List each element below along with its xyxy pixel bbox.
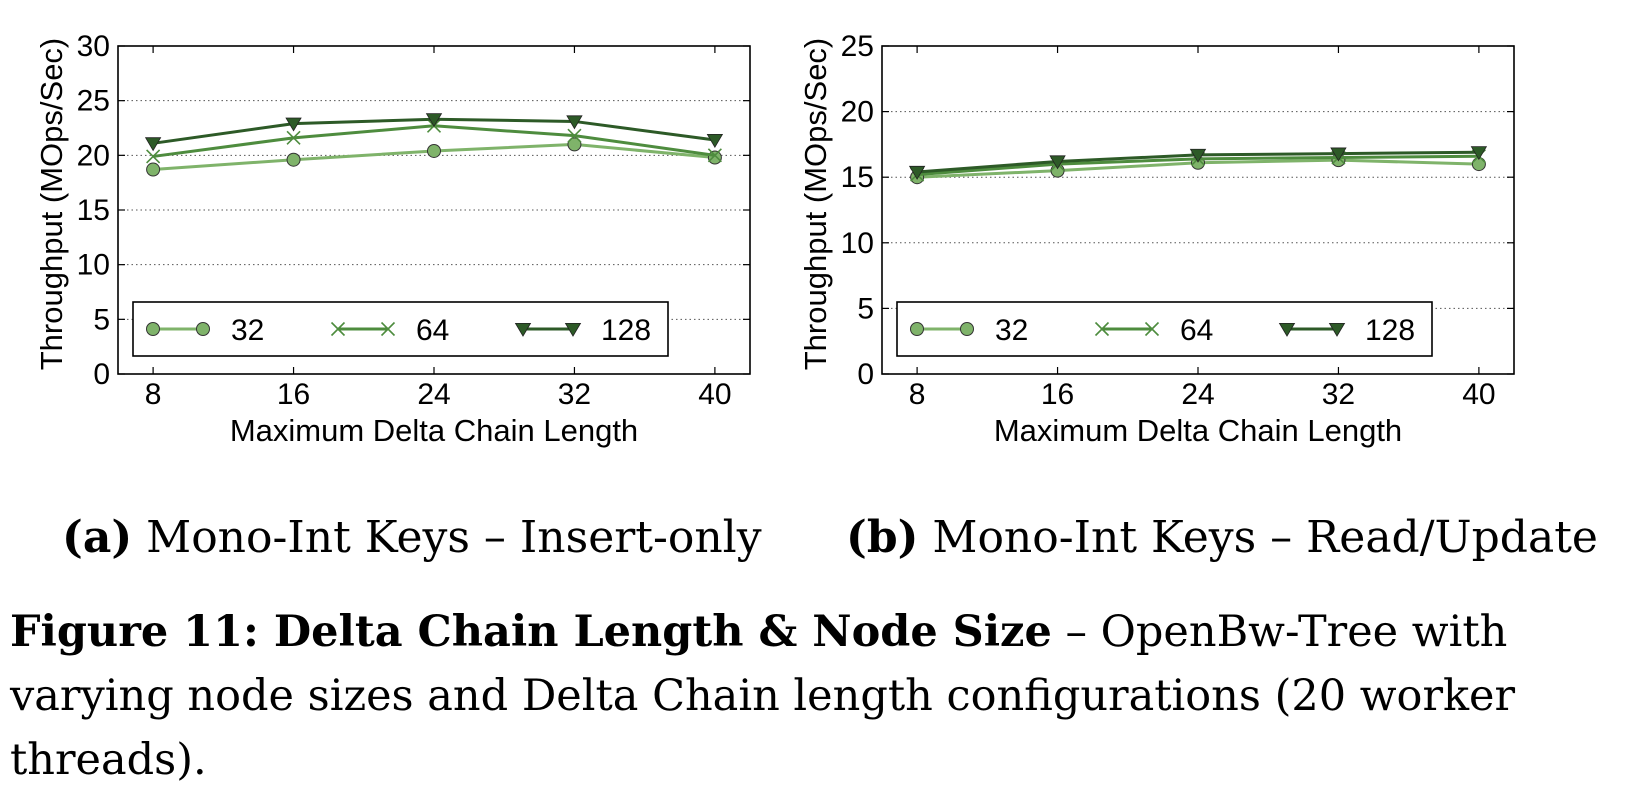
data-point-128 <box>1470 146 1488 161</box>
subcaption-b: (b) Mono-Int Keys – Read/Update <box>846 512 1598 563</box>
x-tick-label: 40 <box>1462 378 1495 411</box>
x-tick-label: 16 <box>1041 378 1074 411</box>
x-tick-label: 40 <box>698 378 731 411</box>
data-point-32 <box>707 150 722 165</box>
chart-panel-a: 0 5 10 15 20 25 30 8 16 24 32 40 Maximum Delta Chain… <box>34 30 751 448</box>
data-point-64 <box>707 148 722 163</box>
legend-label-128: 128 <box>1365 314 1415 347</box>
legend-label-32: 32 <box>995 314 1028 347</box>
y-tick-label: 20 <box>77 139 110 172</box>
x-tick-label: 32 <box>558 378 591 411</box>
data-point-128 <box>1049 155 1066 170</box>
subcaption-b-label: (b) <box>846 512 919 563</box>
y-tick-label: 10 <box>841 227 874 260</box>
y-tick-label: 20 <box>841 96 874 129</box>
data-point-128 <box>285 117 302 132</box>
legend-marker-64 <box>380 321 396 337</box>
data-point-64 <box>286 130 301 145</box>
x-tick-label: 32 <box>1322 378 1355 411</box>
charts-area: 0 5 10 15 20 25 30 8 16 24 32 40 Maximum Delta Chain… <box>34 30 1515 448</box>
legend-marker-32 <box>960 322 974 336</box>
legend-marker-64 <box>1094 321 1110 337</box>
legend-label-64: 64 <box>416 314 449 347</box>
legend-marker-128 <box>514 322 532 337</box>
plot-frame <box>881 45 1515 375</box>
legend: 32 64 128 <box>132 301 669 357</box>
data-point-64 <box>567 128 582 143</box>
data-point-128 <box>144 137 162 152</box>
y-tick-label: 0 <box>857 358 874 391</box>
legend-marker-64 <box>330 321 346 337</box>
y-tick-label: 5 <box>93 303 110 336</box>
data-point-128 <box>1189 148 1207 163</box>
legend-marker-32 <box>910 322 924 336</box>
figure-caption: Figure 11: Delta Chain Length & Node Siz… <box>10 600 1640 792</box>
chart-panel-b: 0 5 10 15 20 25 8 16 24 32 40 Maximum Delta Chain L… <box>798 30 1515 448</box>
y-axis-label: Throughput (MOps/Sec) <box>34 38 69 371</box>
data-point-32 <box>146 162 161 177</box>
data-point-32 <box>567 137 582 152</box>
legend-marker-32 <box>146 322 160 336</box>
subcaption-a: (a) Mono-Int Keys – Insert-only <box>62 512 762 563</box>
x-tick-label: 8 <box>145 378 162 411</box>
data-point-32 <box>427 143 441 158</box>
subcaption-b-text: Mono-Int Keys – Read/Update <box>918 512 1598 563</box>
plot-frame <box>117 45 751 375</box>
y-tick-label: 25 <box>841 30 874 63</box>
y-axis-label: Throughput (MOps/Sec) <box>798 38 833 371</box>
y-tick-label: 10 <box>77 249 110 282</box>
y-tick-label: 15 <box>841 161 874 194</box>
data-point-128 <box>908 165 926 180</box>
subcaption-a-text: Mono-Int Keys – Insert-only <box>132 512 762 563</box>
figure-caption-label: Figure 11: Delta Chain Length & Node Siz… <box>10 607 1052 657</box>
legend-marker-128 <box>1278 322 1296 337</box>
x-axis-label: Maximum Delta Chain Length <box>994 413 1402 448</box>
data-point-128 <box>706 134 724 148</box>
legend: 32 64 128 <box>896 301 1433 357</box>
x-tick-label: 24 <box>417 378 450 411</box>
y-tick-label: 25 <box>77 85 110 118</box>
x-tick-label: 24 <box>1181 378 1214 411</box>
data-point-128 <box>425 113 443 128</box>
y-tick-label: 30 <box>77 30 110 63</box>
y-tick-label: 0 <box>93 358 110 391</box>
legend-label-64: 64 <box>1180 314 1213 347</box>
data-point-64 <box>146 149 161 164</box>
data-point-32 <box>286 152 301 167</box>
legend-label-32: 32 <box>231 314 264 347</box>
legend-box <box>132 301 669 357</box>
y-tick-label: 5 <box>857 292 874 325</box>
legend-marker-128 <box>1328 322 1346 337</box>
data-point-128 <box>1330 147 1347 162</box>
x-axis-label: Maximum Delta Chain Length <box>230 413 638 448</box>
legend-marker-32 <box>196 322 210 336</box>
subcaption-a-label: (a) <box>62 512 133 563</box>
x-tick-label: 16 <box>277 378 310 411</box>
legend-label-128: 128 <box>601 314 651 347</box>
x-tick-label: 8 <box>909 378 926 411</box>
legend-box <box>896 301 1433 357</box>
y-tick-label: 15 <box>77 194 110 227</box>
data-point-128 <box>566 115 583 130</box>
legend-marker-128 <box>564 322 582 337</box>
legend-marker-64 <box>1144 321 1160 337</box>
